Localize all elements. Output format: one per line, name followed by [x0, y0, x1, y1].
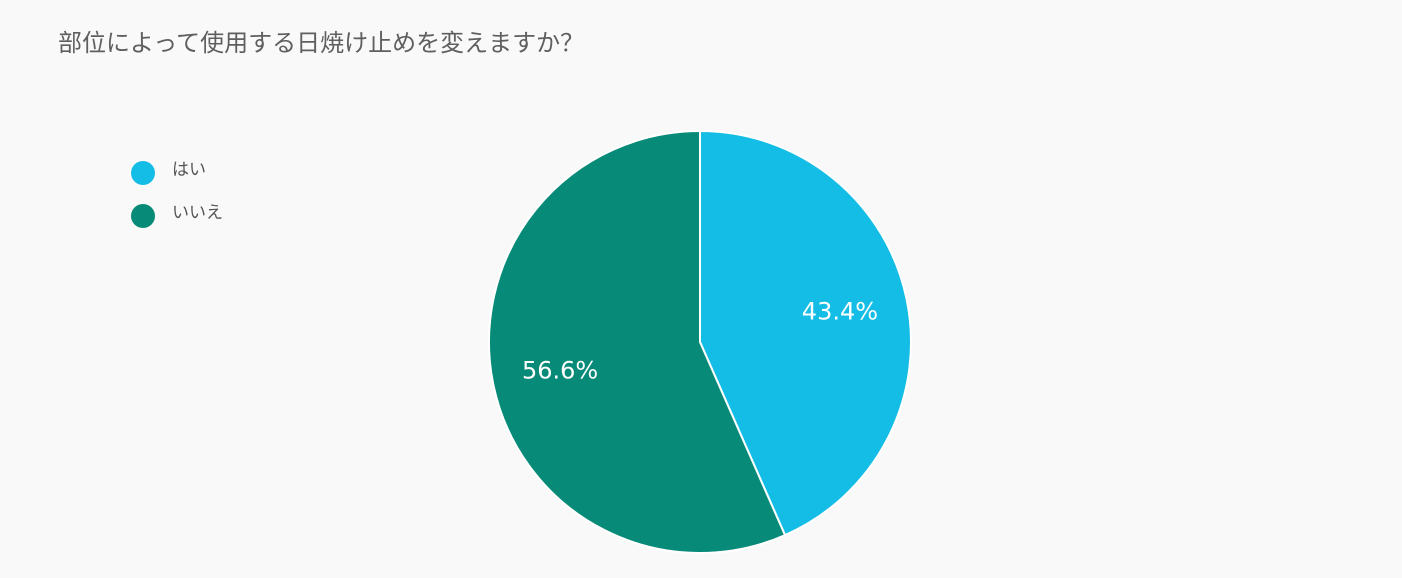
legend-marker — [131, 161, 155, 185]
legend-label: はい — [172, 160, 206, 180]
data-label: 43.4% — [802, 298, 878, 326]
pie-slice — [699, 129, 912, 537]
legend-label: いいえ — [172, 203, 223, 223]
chart-title: 部位によって使用する日焼け止めを変えますか？ — [58, 29, 584, 57]
legend-marker — [131, 204, 155, 228]
pie-slice — [488, 129, 787, 554]
data-label: 56.6% — [522, 356, 598, 384]
